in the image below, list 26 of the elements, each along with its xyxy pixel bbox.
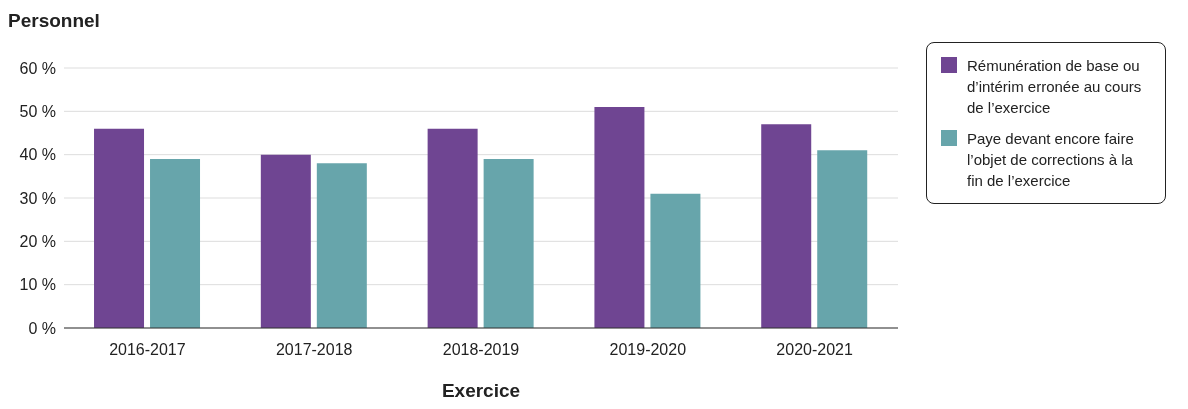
x-tick-label: 2018-2019 bbox=[442, 341, 520, 359]
y-tick-label: 10 % bbox=[19, 276, 56, 294]
y-tick-label: 20 % bbox=[19, 233, 56, 251]
y-tick-label: 30 % bbox=[19, 189, 56, 207]
x-tick-label: 2017-2018 bbox=[275, 341, 353, 359]
legend-label: Rémunération de base ou d’intérim erronée au cours de l’exercice bbox=[967, 56, 1143, 118]
bar bbox=[817, 150, 868, 328]
y-tick-label: 0 % bbox=[28, 319, 56, 337]
y-tick-label: 50 % bbox=[19, 103, 56, 121]
x-tick-label: 2020-2021 bbox=[776, 341, 853, 359]
bar bbox=[761, 124, 812, 328]
bar bbox=[483, 159, 534, 328]
bar bbox=[594, 107, 645, 328]
x-tick-label: 2019-2020 bbox=[609, 341, 687, 359]
legend-label: Paye devant encore faire l’objet de corrections à la fin de l’exercice bbox=[967, 129, 1135, 191]
bar bbox=[427, 128, 478, 328]
x-axis-title: Exercice bbox=[440, 380, 522, 402]
y-tick-label: 60 % bbox=[19, 59, 56, 77]
bar bbox=[94, 128, 145, 328]
bar bbox=[260, 154, 311, 328]
y-tick-label: 40 % bbox=[19, 146, 56, 164]
bar bbox=[650, 193, 701, 328]
y-axis-title: Personnel bbox=[8, 10, 100, 32]
bar bbox=[150, 159, 201, 328]
x-tick-label: 2016-2017 bbox=[109, 341, 186, 359]
bar bbox=[316, 163, 367, 328]
